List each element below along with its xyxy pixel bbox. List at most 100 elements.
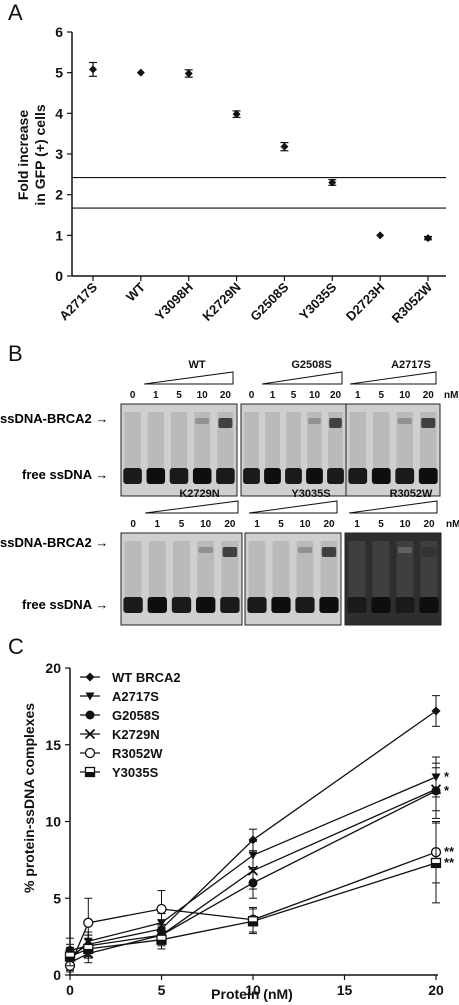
- panel-c-point: [248, 835, 258, 845]
- gel-lane-label: 10: [200, 519, 212, 530]
- gel-lane-label: 0: [130, 390, 136, 401]
- gel-concentration-wedge: [261, 371, 343, 385]
- panel-c-point: [156, 934, 167, 945]
- gel-free-band: [271, 597, 291, 613]
- panel-c-xlabel: Protein (nM): [211, 986, 293, 1002]
- gel-complex-band: [421, 418, 436, 428]
- gel-concentration-wedge: [349, 371, 437, 385]
- panel-c-legend-label: G2058S: [112, 708, 160, 723]
- panel-c-legend-marker: [84, 747, 96, 759]
- gel-free-band: [264, 468, 281, 484]
- gel-lane-smear: [124, 412, 141, 482]
- panel-a-xtick-label: R3052W: [389, 279, 436, 326]
- gel-lane-smear: [307, 412, 322, 482]
- gel-complex-band: [198, 547, 213, 553]
- panel-a-ytick-label: 1: [55, 227, 63, 243]
- gel-free-band: [348, 468, 368, 484]
- panel-a-point: [424, 234, 432, 243]
- gel-lane-label: 20: [323, 519, 335, 530]
- gel-free-band: [196, 597, 216, 613]
- panel-c-legend-label: WT BRCA2: [112, 670, 181, 685]
- gel-lane-smear: [170, 412, 188, 482]
- panel-c-legend-label: K2729N: [112, 727, 160, 742]
- gel-free-band: [395, 468, 415, 484]
- panel-c-significance: **: [444, 855, 455, 870]
- panel-c-point: [247, 865, 259, 876]
- gel-group-name: A2717S: [391, 359, 431, 371]
- panel-a-point: [280, 142, 289, 151]
- gel-lane-label: 20: [423, 519, 435, 530]
- panel-a-ylabel-line2: in GFP (+) cells: [32, 104, 48, 205]
- panel-c-legend-marker: [84, 766, 96, 778]
- gel-lane-smear: [396, 412, 413, 482]
- gel-lane-label: 5: [176, 390, 182, 401]
- panel-c-xtick-label: 20: [428, 982, 444, 998]
- panel-c-point: [430, 857, 442, 869]
- gel-lane-smear: [296, 541, 314, 611]
- gel-complex-band: [329, 418, 342, 428]
- panel-a-ytick-label: 6: [55, 24, 63, 40]
- panel-a-xtick-label: A2717S: [56, 279, 100, 323]
- panel-c-legend-marker-fill: [85, 772, 95, 777]
- gel-headers: 0 1 5 10 20 WT 0 1 5 10 20 G2508S 1 5 10 20 A2717S 0 1 5 10 2…: [120, 359, 459, 626]
- gel-free-band: [192, 468, 212, 484]
- panel-a-ytick-label: 4: [55, 105, 63, 121]
- gel-lane-label: 0: [130, 519, 136, 530]
- gel-lane-smear: [349, 412, 366, 482]
- gel-lane-smear: [420, 412, 437, 482]
- gel-free-band: [171, 597, 192, 613]
- gel-lane-label: 10: [299, 519, 311, 530]
- panel-c-xtick-label: 5: [158, 982, 166, 998]
- gel-lane-label: 20: [224, 519, 236, 530]
- panel-c-xtick-label: 0: [66, 982, 74, 998]
- panel-c-point-fill: [248, 921, 258, 926]
- panel-c-ytick-label: 15: [45, 737, 61, 753]
- gel-group-name: R3052W: [390, 488, 433, 500]
- gel-bottom-free-label: free ssDNA →: [22, 597, 109, 612]
- gel-lane-label: 1: [270, 390, 276, 401]
- gel-lane-label: 20: [220, 390, 232, 401]
- gel-complex-band: [397, 418, 412, 424]
- gel-free-band: [146, 468, 166, 484]
- panel-a-point: [136, 68, 145, 77]
- panel-c-chart: % protein-ssDNA complexes Protein (nM) 0…: [21, 660, 455, 1002]
- panel-c-significance: **: [444, 844, 455, 859]
- panel-a-xtick-label: WT: [123, 279, 148, 304]
- gel-lane-label: 1: [254, 519, 260, 530]
- panel-c-ytick-label: 20: [45, 660, 61, 676]
- gel-group-name: G2508S: [291, 359, 331, 371]
- gel-lane-smear: [217, 412, 234, 482]
- panel-b-letter: B: [8, 341, 23, 366]
- gel-complex-band: [195, 418, 210, 424]
- panel-c-point: [431, 706, 441, 716]
- panel-a-ytick-label: 0: [55, 268, 63, 284]
- gel-free-band: [347, 597, 367, 613]
- gel-free-band: [243, 468, 260, 484]
- panel-c-point: [64, 951, 76, 962]
- gel-lane-smear: [372, 541, 390, 611]
- gel-complex-band: [321, 547, 337, 557]
- gel-lane-label: 1: [355, 390, 361, 401]
- gel-complex-band: [397, 547, 413, 553]
- panel-a-xtick-label: G2508S: [247, 279, 292, 324]
- gel-lane-label: 5: [278, 519, 284, 530]
- gel-complex-band: [222, 547, 238, 557]
- panel-b-gels: ssDNA-BRCA2 → free ssDNA → ssDNA-BRCA2 →…: [0, 345, 459, 635]
- panel-c-series: *: [65, 756, 450, 971]
- panel-c-significance: *: [444, 769, 450, 784]
- gel-lane-label: 0: [249, 390, 255, 401]
- gel-complex-band: [421, 547, 437, 557]
- gel-lane-smear: [148, 541, 166, 611]
- gel-lane-label: 1: [354, 519, 360, 530]
- panel-c-ytick-label: 5: [53, 890, 61, 906]
- panel-c-xtick-label: 10: [245, 982, 261, 998]
- panel-a-xtick-label: D2723H: [343, 280, 387, 324]
- gel-lane-smear: [124, 541, 142, 611]
- gel-concentration-wedge: [348, 500, 438, 514]
- gel-complex-band: [308, 418, 321, 424]
- gel-lane-smear: [286, 412, 301, 482]
- gel-lane-label: 10: [309, 390, 321, 401]
- gel-lane-label: 10: [399, 519, 411, 530]
- gel-lane-smear: [320, 541, 338, 611]
- panel-a-xtick-label: Y3035S: [296, 279, 340, 323]
